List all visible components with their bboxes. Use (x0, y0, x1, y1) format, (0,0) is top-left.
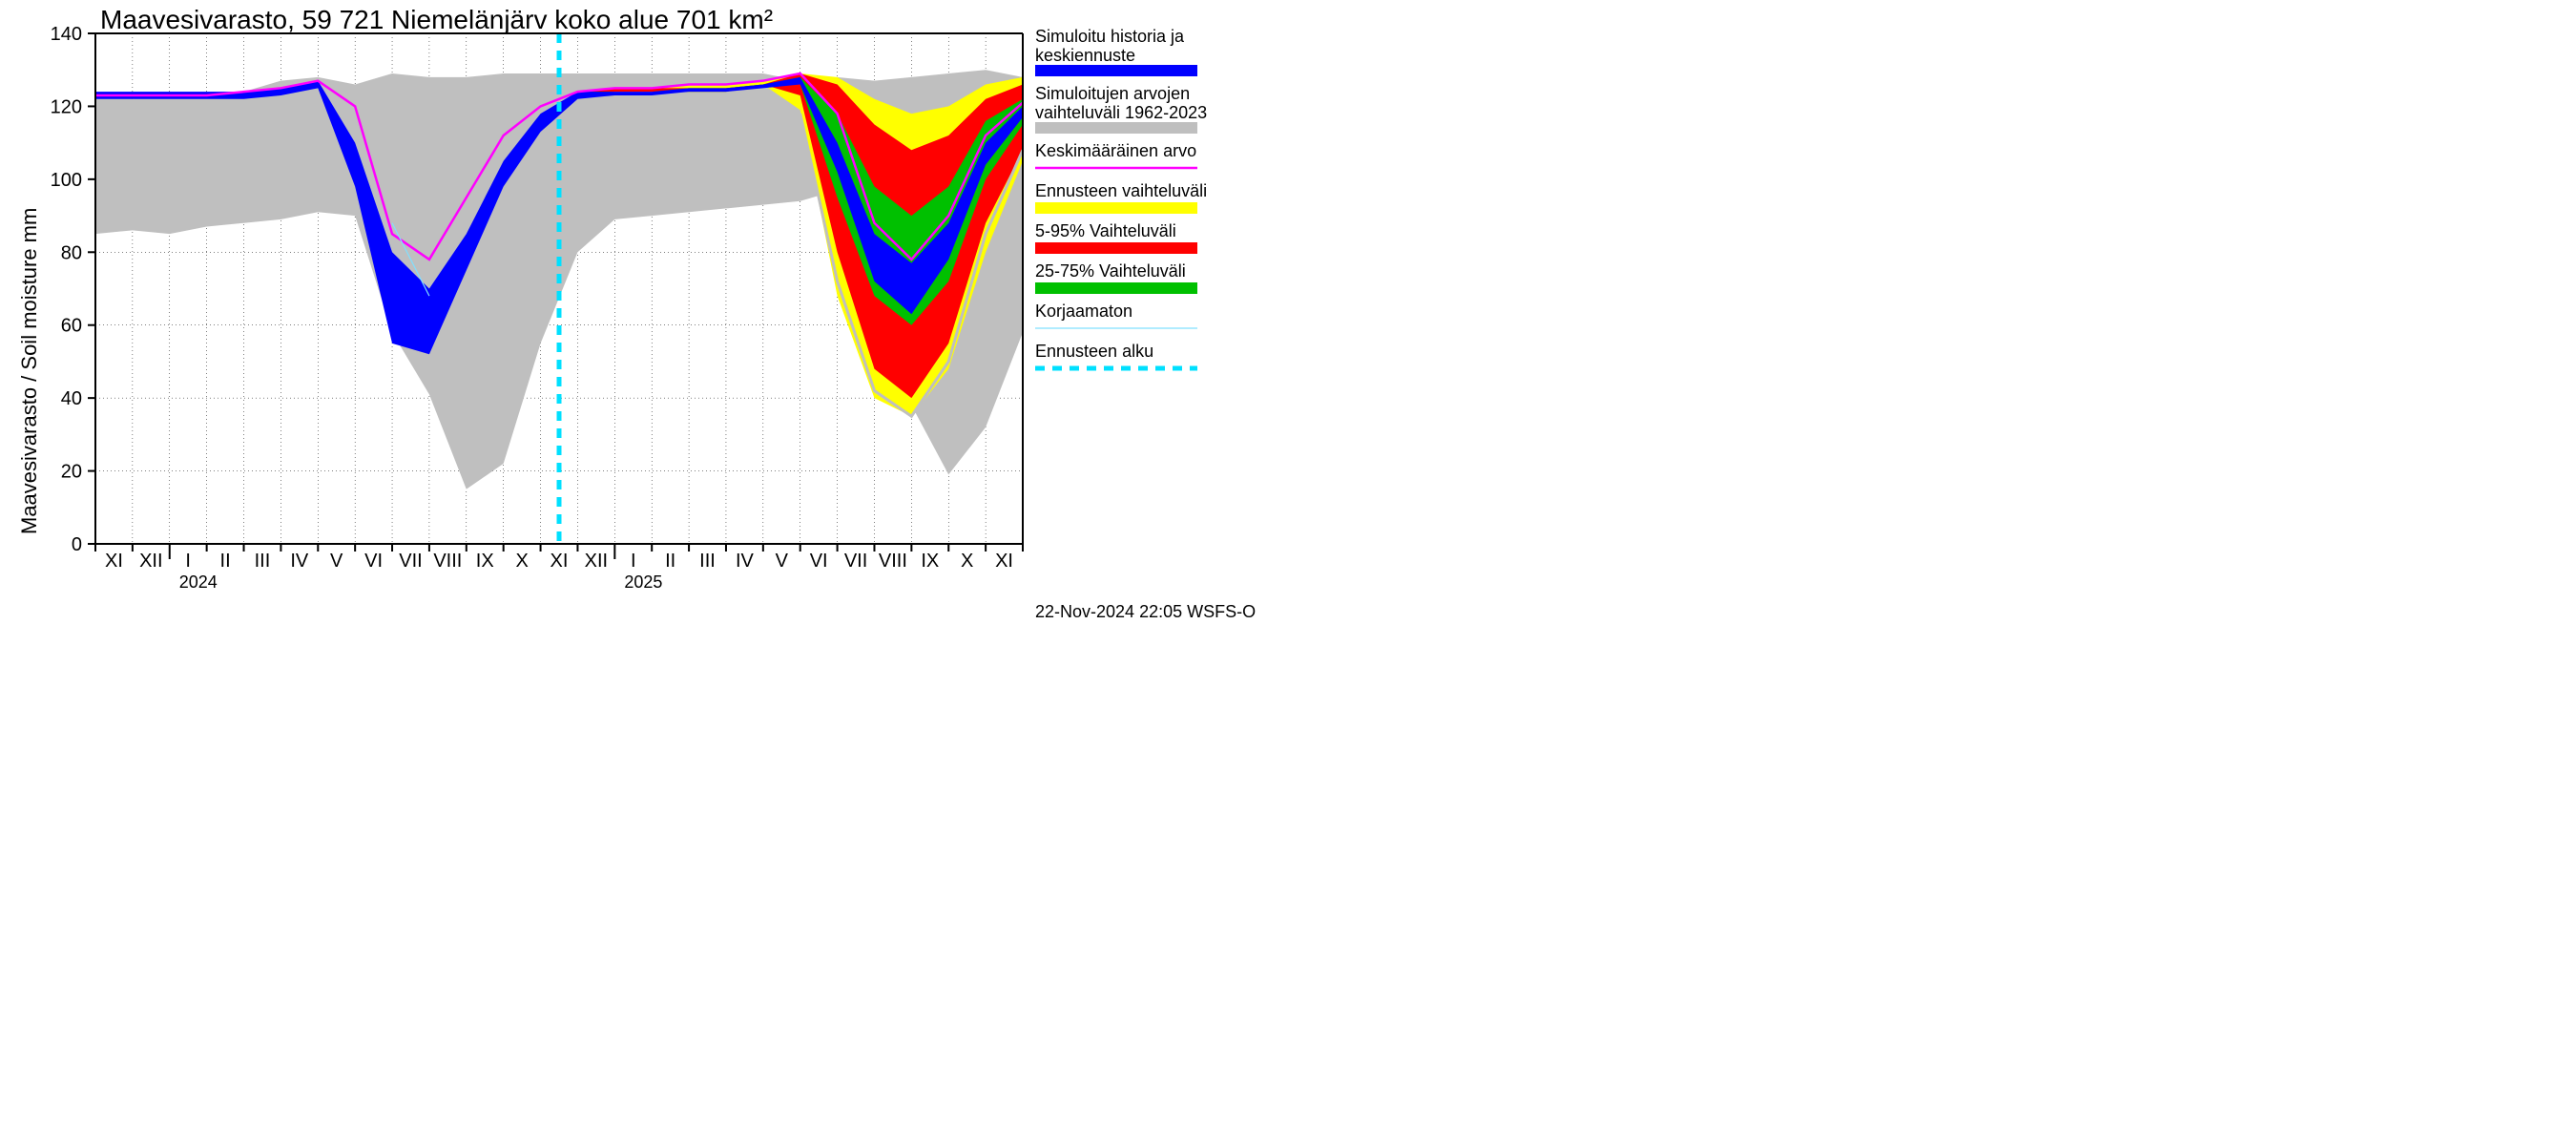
x-month-label: XI (551, 551, 569, 572)
legend-label-red: 5-95% Vaihteluväli (1035, 221, 1176, 240)
footer-timestamp: 22-Nov-2024 22:05 WSFS-O (1035, 602, 1256, 621)
x-month-label: VII (399, 551, 422, 572)
legend-label-yellow: Ennusteen vaihteluväli (1035, 181, 1207, 200)
x-month-label: IV (736, 551, 755, 572)
x-month-label: II (665, 551, 675, 572)
legend-label-gray: Simuloitujen arvojen (1035, 84, 1190, 103)
x-month-label: X (961, 551, 973, 572)
y-tick-label: 40 (61, 388, 82, 409)
x-month-label: III (699, 551, 716, 572)
x-month-label: VI (810, 551, 828, 572)
legend-swatch-green (1035, 282, 1197, 294)
legend-swatch-yellow (1035, 202, 1197, 214)
legend-label-fc-start: Ennusteen alku (1035, 342, 1153, 361)
chart-container: 020406080100120140XIXIIIIIIIIIVVVIVIIVII… (0, 0, 1431, 636)
x-month-label: IV (290, 551, 309, 572)
y-tick-label: 80 (61, 242, 82, 263)
legend-label-blue: Simuloitu historia ja (1035, 27, 1185, 46)
legend-swatch-gray (1035, 122, 1197, 134)
x-month-label: III (255, 551, 271, 572)
x-month-label: VIII (879, 551, 907, 572)
x-month-label: X (515, 551, 528, 572)
legend-label-green: 25-75% Vaihteluväli (1035, 261, 1186, 281)
legend-label-cyan: Korjaamaton (1035, 302, 1132, 321)
x-month-label: XI (995, 551, 1013, 572)
y-tick-label: 20 (61, 462, 82, 483)
x-month-label: XII (585, 551, 608, 572)
y-tick-label: 140 (51, 24, 82, 45)
legend-swatch-blue (1035, 65, 1197, 76)
x-month-label: IX (476, 551, 494, 572)
legend-swatch-red (1035, 242, 1197, 254)
x-month-label: V (776, 551, 789, 572)
chart-svg: 020406080100120140XIXIIIIIIIIIVVVIVIIVII… (0, 0, 1431, 636)
chart-title: Maavesivarasto, 59 721 Niemelänjärv koko… (100, 5, 773, 34)
x-month-label: XII (139, 551, 162, 572)
x-month-label: IX (921, 551, 939, 572)
x-month-label: VI (364, 551, 383, 572)
x-month-label: I (631, 551, 636, 572)
x-month-label: VII (844, 551, 867, 572)
y-axis-label: Maavesivarasto / Soil moisture mm (17, 208, 41, 534)
x-month-label: XI (105, 551, 123, 572)
x-month-label: V (330, 551, 343, 572)
x-year-label: 2024 (179, 572, 218, 592)
y-tick-label: 100 (51, 170, 82, 191)
legend-label-magenta: Keskimääräinen arvo (1035, 141, 1196, 160)
legend-label2-gray: vaihteluväli 1962-2023 (1035, 103, 1207, 122)
legend-label2-blue: keskiennuste (1035, 46, 1135, 65)
y-tick-label: 120 (51, 96, 82, 117)
y-tick-label: 60 (61, 316, 82, 337)
y-tick-label: 0 (72, 534, 82, 555)
x-month-label: I (185, 551, 191, 572)
x-month-label: VIII (433, 551, 462, 572)
x-year-label: 2025 (624, 572, 662, 592)
x-month-label: II (220, 551, 231, 572)
